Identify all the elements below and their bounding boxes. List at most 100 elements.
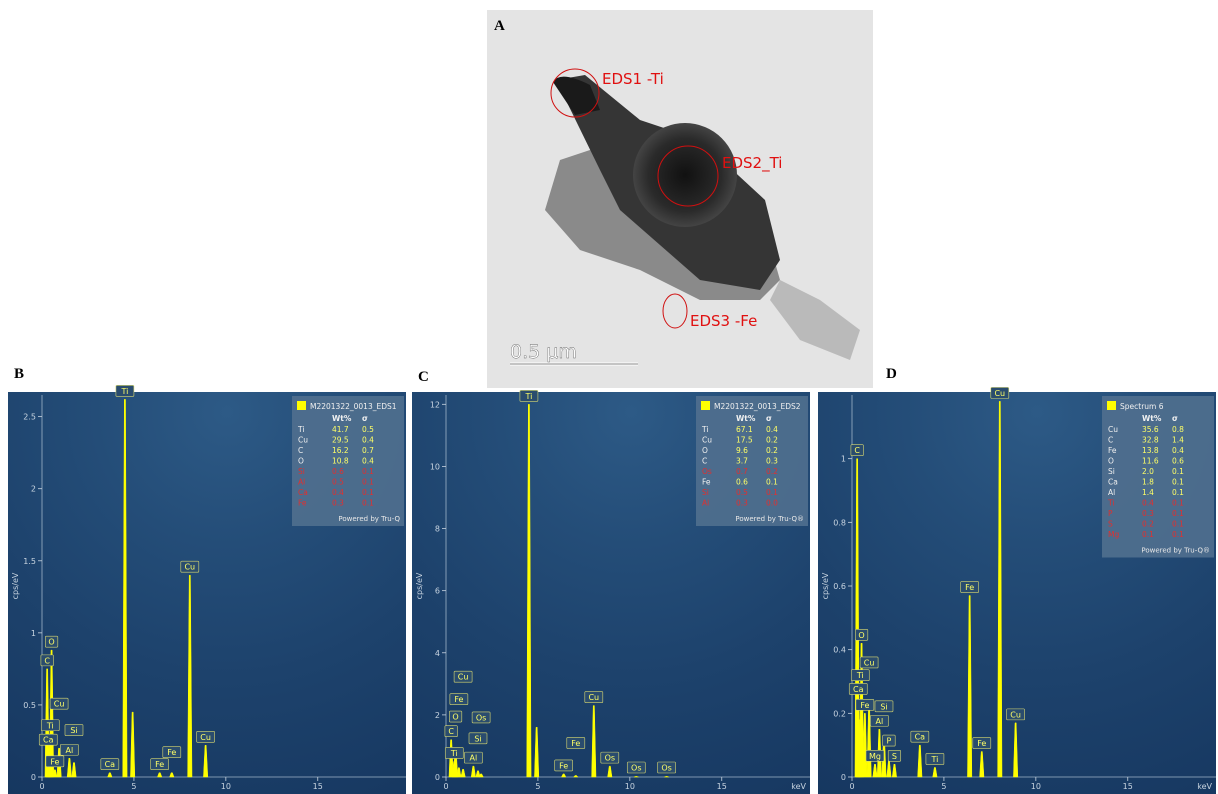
legend-element: C [1108,436,1113,445]
legend-wt: 29.5 [332,436,349,445]
peak-label: Al [470,754,478,763]
peak-label-box [855,628,869,641]
legend-sigma: 0.1 [362,499,374,508]
peak-label: Al [876,717,884,726]
peak [478,773,484,778]
y-tick-label: 0.6 [833,582,846,591]
peak [534,727,540,778]
peak [122,399,128,778]
peak-label-box [554,759,573,772]
legend-sigma: 0.1 [1172,530,1184,539]
peak-label: C [448,727,454,736]
x-tick-label: 15 [313,782,323,791]
peak-label: Ca [853,685,864,694]
legend-sigma: 0.1 [766,478,778,487]
peak [169,772,175,778]
legend-element: C [298,446,303,455]
legend-sigma: 0.1 [1172,520,1184,529]
y-tick-label: 4 [435,649,440,658]
annotation: EDS1 -Ti [602,70,664,88]
legend-wt: 10.8 [332,457,349,466]
peak-label-box [960,581,979,593]
legend-sigma: 0.4 [1172,446,1184,455]
peak-label-box [657,761,676,774]
peak-label: S [892,752,897,761]
legend-wt: 0.5 [332,478,344,487]
peak-label-box [468,732,488,745]
legend-sigma: 0.1 [1172,488,1184,497]
peak [130,711,136,778]
peak-label: Cu [184,563,195,572]
x-tick-label: 10 [1031,782,1041,791]
x-tick-label: 5 [131,782,136,791]
legend-sigma: 0.4 [362,457,374,466]
peak-label-box [870,714,889,727]
annotation: EDS3 -Fe [690,312,757,330]
tem-image [487,10,873,388]
legend-header: σ [766,414,772,423]
peak-label-box [566,737,586,749]
peak-label: Os [605,754,615,763]
legend-swatch [1107,401,1116,410]
peak-label: Fe [977,739,986,748]
legend-element: O [702,446,708,455]
y-tick-label: 0 [435,773,440,782]
peak [187,574,193,778]
x-tick-label: 0 [39,782,44,791]
peak-label-box [49,697,69,710]
legend-footer: Powered by Tru-Q [338,515,400,523]
y-tick-label: 8 [435,525,440,534]
legend-box [1102,396,1214,558]
peak-label-box [100,758,120,770]
peak-label-box [449,693,469,705]
peak-label: Os [661,764,671,773]
peak-label-box [850,669,870,682]
x-axis-label: keV [1197,782,1212,791]
peak [66,758,72,778]
peak-label: Cu [54,700,65,709]
peak-label: Cu [864,658,875,667]
legend-wt: 9.6 [736,446,748,455]
legend-sigma: 0.1 [1172,509,1184,518]
peak [932,767,938,778]
legend-element: Si [298,467,305,476]
peak-label: Fe [860,701,869,710]
legend-wt: 2.0 [1142,467,1154,476]
peak-label-box [45,635,59,648]
legend-wt: 11.6 [1142,457,1159,466]
peak-label-box [444,725,458,738]
legend-wt: 0.2 [1142,520,1154,529]
legend-sigma: 0.2 [766,467,778,476]
peak-label: Al [66,746,74,755]
peak-label-box [115,385,135,397]
x-tick-label: 15 [717,782,727,791]
legend-element: O [1108,457,1114,466]
legend-wt: 0.6 [736,478,748,487]
peak-label-box [1006,708,1025,721]
peak-label-box [444,747,464,759]
peak-label-box [38,733,58,746]
peak-label-box [848,683,868,695]
peak-label-box [600,751,620,764]
x-axis-label: keV [791,782,806,791]
legend-title: M2201322_0013_EDS1 [310,402,397,411]
peak [52,769,58,778]
peak-label-box [40,719,60,732]
peak-label: Mg [869,752,881,761]
legend-element: Ti [701,425,708,434]
peak-label-box [925,753,945,765]
peak-label-box [196,730,215,743]
peak [967,595,973,778]
peak [561,773,567,778]
x-tick-label: 5 [941,782,946,791]
legend-swatch [701,401,710,410]
peak-label: Ti [930,755,938,764]
legend-sigma: 0.1 [1172,467,1184,476]
legend-element: Cu [702,436,712,445]
peak-label: Ca [43,736,54,745]
legend-element: Fe [298,499,307,508]
peak-label: Ti [46,721,54,730]
legend-wt: 67.1 [736,425,753,434]
